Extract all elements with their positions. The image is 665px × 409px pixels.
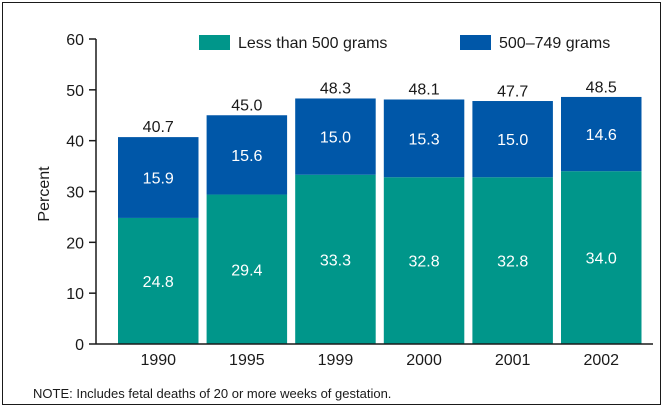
data-label: 15.0	[497, 132, 528, 149]
data-label: 14.6	[586, 127, 617, 144]
total-label: 48.1	[408, 81, 439, 98]
data-label: 24.8	[143, 274, 174, 291]
bar-segment-500-749-1999	[295, 98, 376, 175]
bar-segment-lt500-1999	[295, 174, 376, 344]
chart-note: NOTE: Includes fetal deaths of 20 or mor…	[33, 386, 392, 401]
y-tick-label: 30	[66, 185, 84, 202]
bar-segment-lt500-1990	[118, 217, 199, 344]
data-label: 15.3	[408, 131, 439, 148]
total-label: 40.7	[143, 119, 174, 136]
bar-segment-lt500-2002	[561, 171, 642, 344]
data-label: 29.4	[231, 262, 262, 279]
data-label: 34.0	[586, 251, 617, 268]
bar-segment-lt500-1995	[206, 194, 288, 344]
total-label: 48.5	[586, 79, 617, 96]
bar-segment-500-749-1995	[206, 115, 288, 195]
x-tick-label: 1995	[229, 352, 265, 369]
total-label: 47.7	[497, 84, 528, 101]
y-tick-label: 10	[66, 286, 84, 303]
y-tick-label: 0	[75, 337, 84, 354]
bar-segment-500-749-2001	[472, 101, 553, 178]
stacked-bar-chart: 24.8 15.9 40.7 1990 29.4 15.6 45.0 1995 33.3 15.0…	[36, 32, 653, 369]
y-axis-label: Percent	[36, 166, 53, 222]
bar-segment-lt500-2001	[472, 177, 553, 344]
x-tick-label: 2000	[406, 352, 442, 369]
bar-segment-500-749-2002	[561, 96, 642, 172]
legend-swatch-500-749	[460, 35, 491, 50]
legend-label: 500–749 grams	[499, 35, 610, 52]
x-tick-label: 1990	[140, 352, 176, 369]
y-tick-label: 50	[66, 83, 84, 100]
y-tick-label: 40	[66, 134, 84, 151]
bar-segment-500-749-1990	[118, 137, 199, 218]
bar-segment-500-749-2000	[383, 99, 465, 178]
x-tick-label: 2002	[583, 352, 619, 369]
legend-swatch-lt500	[199, 35, 230, 50]
y-tick-label: 20	[66, 235, 84, 252]
legend-label: Less than 500 grams	[238, 35, 387, 52]
data-label: 32.8	[497, 254, 528, 271]
y-tick-label: 60	[66, 32, 84, 49]
data-label: 15.6	[231, 148, 262, 165]
data-label: 15.0	[320, 130, 351, 147]
x-tick-label: 1999	[318, 352, 354, 369]
chart-frame: 24.8 15.9 40.7 1990 29.4 15.6 45.0 1995 33.3 15.0…	[2, 2, 661, 405]
x-tick-label: 2001	[495, 352, 531, 369]
bar-segment-lt500-2000	[383, 177, 465, 344]
data-label: 33.3	[320, 252, 351, 269]
data-label: 15.9	[143, 171, 174, 188]
data-label: 32.8	[408, 254, 439, 271]
total-label: 48.3	[320, 80, 351, 97]
total-label: 45.0	[231, 97, 262, 114]
